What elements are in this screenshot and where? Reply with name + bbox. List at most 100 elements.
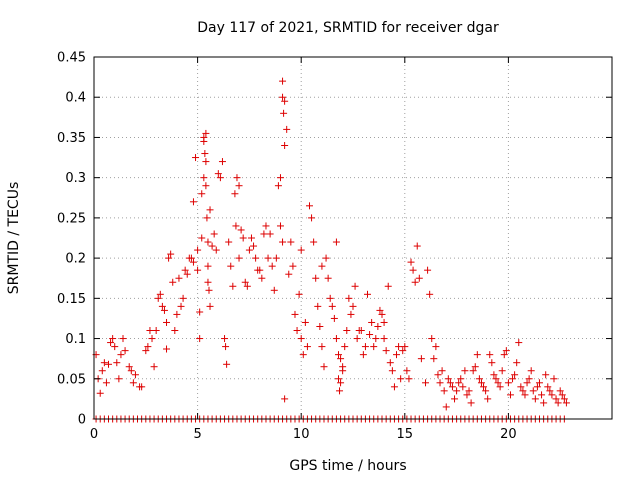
data-point xyxy=(206,302,214,310)
data-point xyxy=(196,308,204,316)
data-point xyxy=(241,278,249,286)
data-point xyxy=(521,391,529,399)
data-point xyxy=(511,371,519,379)
data-point xyxy=(117,351,125,359)
data-point xyxy=(198,190,206,198)
data-point xyxy=(205,286,213,294)
data-point xyxy=(461,367,469,375)
data-point xyxy=(446,379,454,387)
data-point xyxy=(504,379,512,387)
data-point xyxy=(268,262,276,270)
data-point xyxy=(214,170,222,178)
data-point xyxy=(332,238,340,246)
data-point xyxy=(438,367,446,375)
data-point xyxy=(494,379,502,387)
data-point xyxy=(347,310,355,318)
data-point xyxy=(388,367,396,375)
data-point xyxy=(349,302,357,310)
data-point xyxy=(256,266,264,274)
data-point xyxy=(463,391,471,399)
data-point xyxy=(171,327,179,335)
data-point xyxy=(177,302,185,310)
data-point xyxy=(542,371,550,379)
data-point xyxy=(337,355,345,363)
data-point xyxy=(357,327,365,335)
data-point xyxy=(345,294,353,302)
data-point xyxy=(486,351,494,359)
data-point xyxy=(163,345,171,353)
data-point xyxy=(368,318,376,326)
data-point xyxy=(531,395,539,403)
data-point xyxy=(457,375,465,383)
chart-title: Day 117 of 2021, SRMTID for receiver dga… xyxy=(197,20,499,36)
x-axis-label: GPS time / hours xyxy=(289,458,406,474)
data-point xyxy=(426,290,434,298)
data-point xyxy=(225,238,233,246)
data-point xyxy=(359,351,367,359)
x-tick-label: 20 xyxy=(500,427,517,442)
data-point xyxy=(343,327,351,335)
data-point xyxy=(235,182,243,190)
data-point xyxy=(562,399,570,407)
data-point xyxy=(509,375,517,383)
data-point xyxy=(442,403,450,411)
data-point xyxy=(206,206,214,214)
data-point xyxy=(480,383,488,391)
data-point xyxy=(405,375,413,383)
data-point xyxy=(451,395,459,403)
data-point xyxy=(316,322,324,330)
data-point xyxy=(204,278,212,286)
data-point xyxy=(129,379,137,387)
y-tick-label: 0.3 xyxy=(65,171,86,186)
data-point xyxy=(303,343,311,351)
data-point xyxy=(264,254,272,262)
data-point xyxy=(297,335,305,343)
data-point xyxy=(208,242,216,250)
data-point xyxy=(279,93,287,101)
data-point xyxy=(552,395,560,403)
data-point xyxy=(473,351,481,359)
data-point xyxy=(119,335,127,343)
data-point xyxy=(330,314,338,322)
y-tick-label: 0.45 xyxy=(57,51,86,66)
data-point xyxy=(125,363,133,371)
data-point xyxy=(281,141,289,149)
data-point xyxy=(187,254,195,262)
data-point xyxy=(546,387,554,395)
data-point xyxy=(407,258,415,266)
data-point xyxy=(305,202,313,210)
x-tick-label: 5 xyxy=(193,427,201,442)
data-point xyxy=(100,359,108,367)
data-point xyxy=(212,246,220,254)
data-point xyxy=(324,274,332,282)
data-point xyxy=(252,254,260,262)
data-point xyxy=(361,343,369,351)
data-point xyxy=(453,387,461,395)
data-point xyxy=(432,343,440,351)
data-point xyxy=(560,395,568,403)
data-point xyxy=(540,399,548,407)
data-point xyxy=(158,302,166,310)
y-tick-label: 0.1 xyxy=(65,332,86,347)
data-point xyxy=(152,327,160,335)
data-point xyxy=(378,310,386,318)
data-point xyxy=(301,318,309,326)
data-point xyxy=(411,278,419,286)
data-point xyxy=(397,375,405,383)
data-point xyxy=(455,379,463,387)
data-point xyxy=(113,359,121,367)
data-point xyxy=(339,367,347,375)
axis-ticks: 0 5 10 15 20 0 0.05 0.1 0.15 0.2 0.25 0.3 0.35 0.4 0.4… xyxy=(57,51,612,442)
data-point xyxy=(229,282,237,290)
y-tick-label: 0 xyxy=(78,413,86,428)
data-point xyxy=(293,327,301,335)
data-point xyxy=(270,286,278,294)
data-point xyxy=(500,351,508,359)
data-point xyxy=(260,230,268,238)
data-point xyxy=(221,335,229,343)
data-point xyxy=(370,343,378,351)
data-point xyxy=(380,318,388,326)
data-point xyxy=(513,359,521,367)
data-point xyxy=(279,238,287,246)
data-point xyxy=(320,363,328,371)
